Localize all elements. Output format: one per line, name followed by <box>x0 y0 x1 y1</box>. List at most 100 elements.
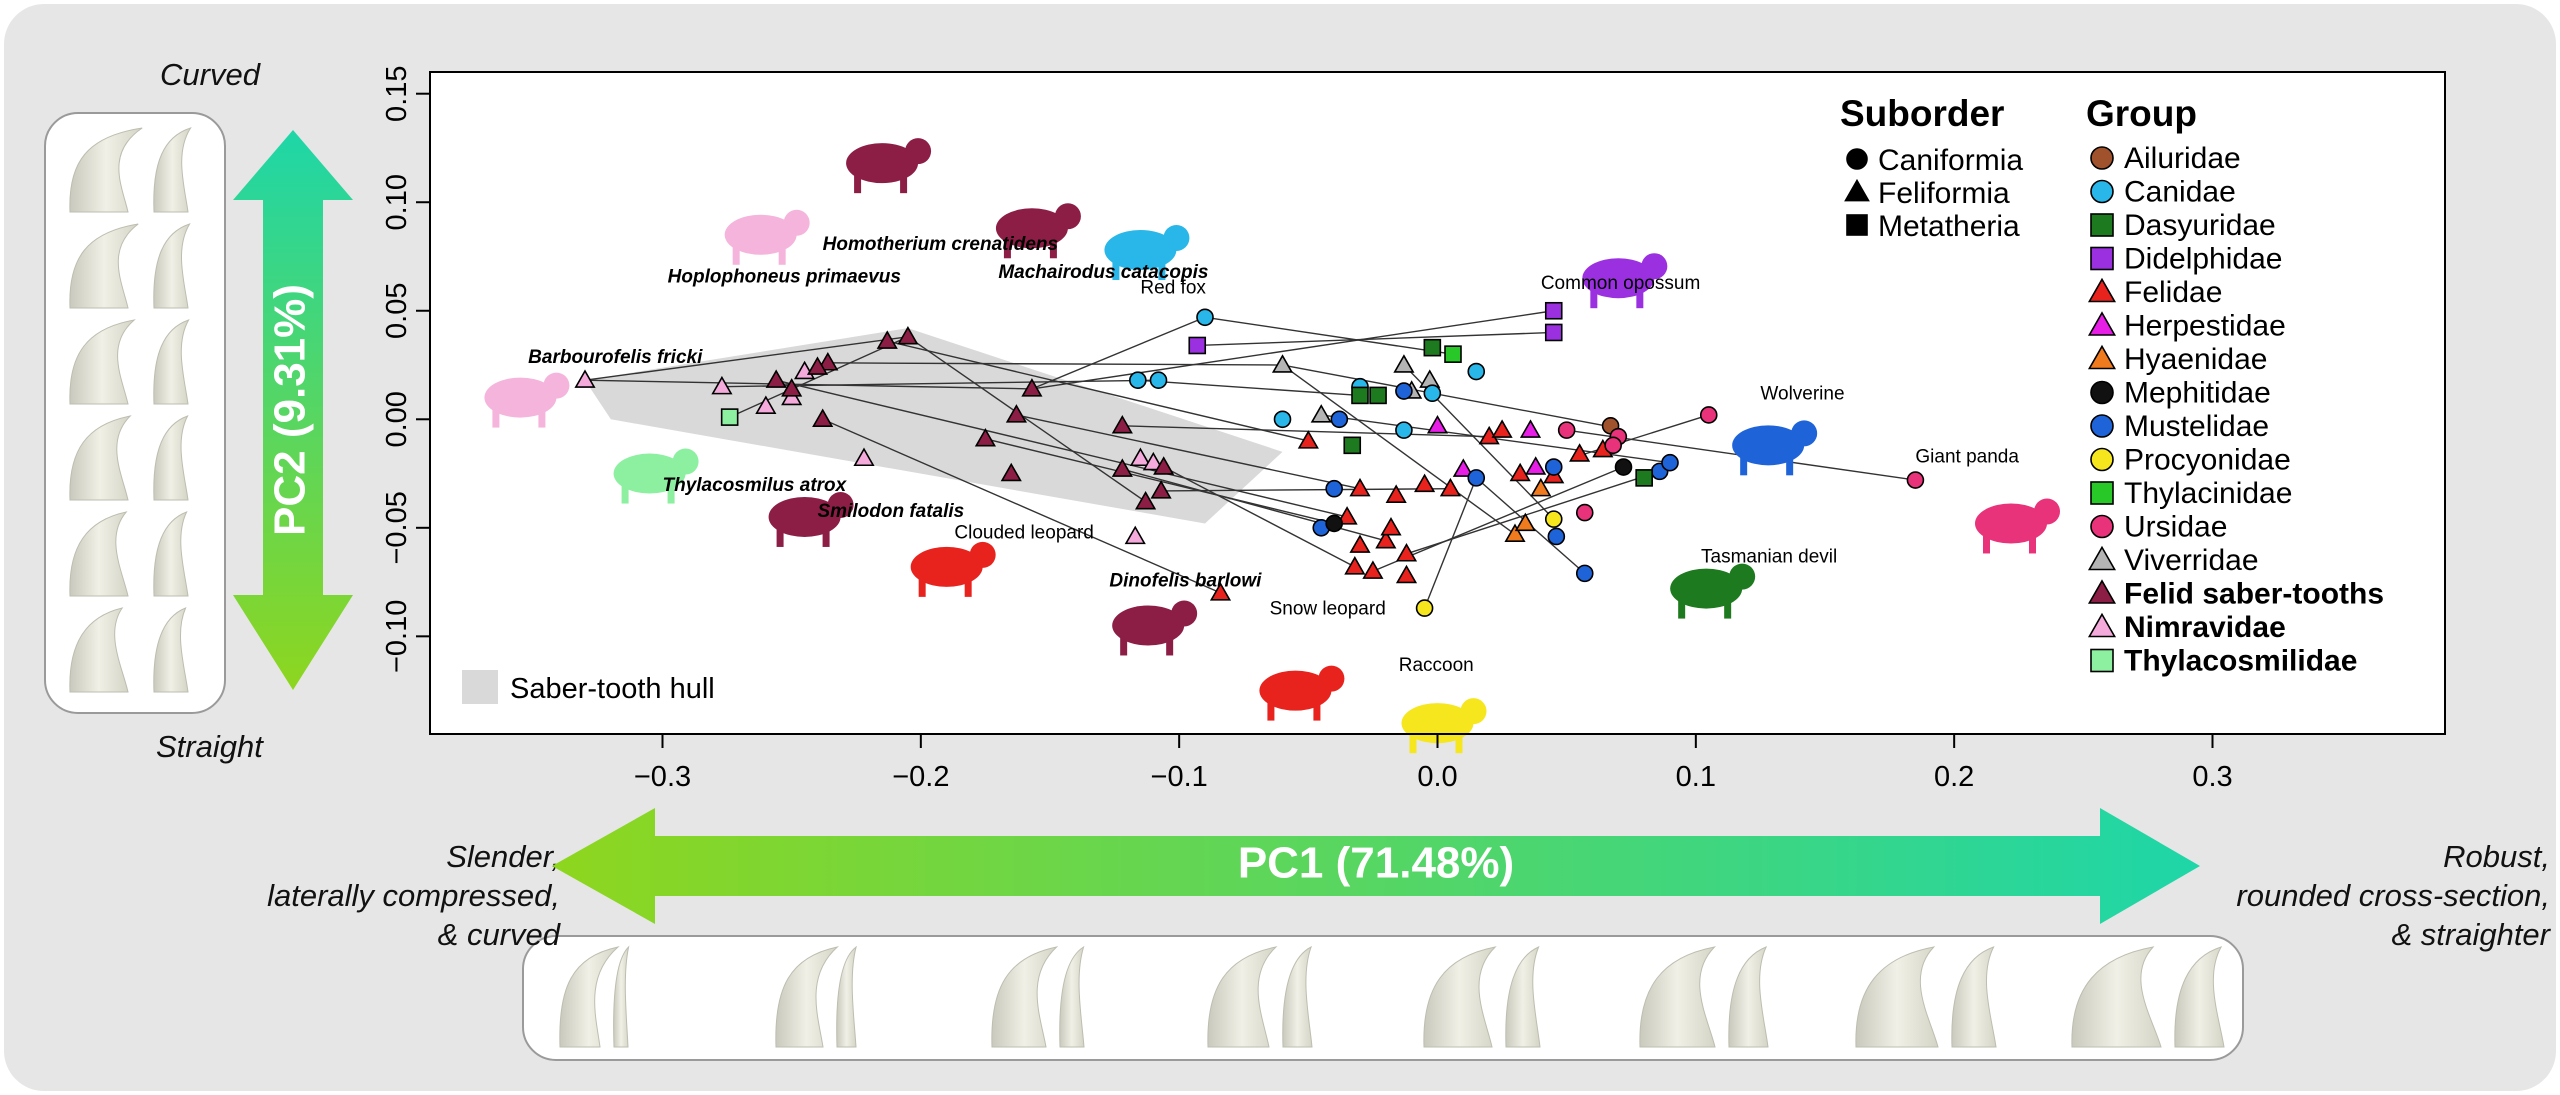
data-point <box>1544 458 1563 476</box>
y-tick-label: 0.05 <box>381 283 413 339</box>
point-annotation: Dinofelis barlowi <box>1109 570 1262 591</box>
group-legend-marker <box>2090 447 2114 472</box>
data-point <box>1414 473 1436 493</box>
tooth-shape <box>153 319 190 405</box>
group-legend-marker <box>2087 545 2117 571</box>
group-legend-label: Felid saber-tooths <box>2124 578 2384 611</box>
data-point <box>1423 384 1442 403</box>
group-legend-marker <box>2090 146 2114 170</box>
group-legend-marker <box>2087 344 2117 370</box>
data-point <box>1395 564 1418 584</box>
tree-branch <box>887 340 1309 442</box>
tree-branch <box>1282 364 1606 427</box>
group-legend-label: Nimravidae <box>2124 611 2286 644</box>
animal-silhouette-icon <box>484 372 570 428</box>
pc2-tooth-shapes <box>69 127 192 693</box>
data-point <box>1021 378 1043 397</box>
tree-branch <box>1122 468 1387 542</box>
tree-branch <box>1031 316 1206 390</box>
tree-branch <box>907 336 1146 503</box>
data-point <box>755 395 777 414</box>
tooth-shape <box>153 127 192 213</box>
data-point <box>781 378 803 397</box>
data-point <box>1188 336 1207 355</box>
data-point <box>1395 543 1418 562</box>
tree-branch <box>1137 379 1361 397</box>
tooth-shape <box>69 415 132 501</box>
data-point <box>1604 436 1622 455</box>
point-annotation: Common opossum <box>1541 273 1700 294</box>
group-legend-marker <box>2090 481 2114 505</box>
data-point <box>1380 516 1402 536</box>
data-point <box>1135 490 1157 510</box>
tooth-shape <box>613 945 630 1048</box>
y-tick-label: 0.10 <box>381 174 413 230</box>
y-tick-label: −0.10 <box>381 600 413 673</box>
x-tick-label: 0.1 <box>1676 761 1716 793</box>
suborder-legend-label: Caniformia <box>1878 144 2023 177</box>
group-legend-marker <box>2090 648 2114 673</box>
data-point <box>1149 371 1168 390</box>
tooth-shape <box>1951 946 1997 1048</box>
data-point <box>1439 477 1461 497</box>
tooth-shape <box>69 127 143 213</box>
group-legend-label: Herpestidae <box>2124 310 2286 343</box>
tooth-shape <box>1855 946 1939 1048</box>
group-legend-marker <box>2090 380 2114 405</box>
x-high-label: Robust, rounded cross-section, & straigh… <box>2236 839 2550 952</box>
data-point <box>1426 414 1449 434</box>
group-legend-label: Canidae <box>2124 176 2236 209</box>
tooth-shape <box>153 607 189 693</box>
data-point <box>1530 477 1552 497</box>
data-point <box>1575 503 1594 522</box>
data-point <box>720 408 739 426</box>
point-annotation: Giant panda <box>1915 447 2019 468</box>
group-legend-label: Mephitidae <box>2124 377 2271 410</box>
hull-legend-label: Saber-tooth hull <box>510 673 715 705</box>
tooth-shape <box>1207 946 1278 1048</box>
data-point <box>1343 436 1362 455</box>
data-point <box>1150 480 1172 499</box>
data-point <box>817 352 839 371</box>
x-low-label: Slender, laterally compressed, & curved <box>267 839 560 952</box>
point-annotation: Tasmanian devil <box>1701 547 1837 568</box>
group-legend-title: Group <box>2086 93 2197 134</box>
suborder-legend-marker <box>1844 178 1870 202</box>
tree-branch <box>729 336 909 418</box>
group-legend-label: Didelphidae <box>2124 243 2282 276</box>
tooth-shape <box>1639 946 1716 1048</box>
tooth-shape <box>1505 946 1541 1048</box>
annotations: Barbourofelis fricki Hoplophoneus primaev… <box>528 234 2019 676</box>
x-axis-title: PC1 (71.48%) <box>1238 839 1514 888</box>
data-point <box>1349 477 1371 497</box>
data-point <box>1111 414 1133 434</box>
tree-branch <box>1372 466 1624 572</box>
animal-silhouette-icon <box>1670 563 1756 619</box>
data-point <box>574 369 596 388</box>
data-point <box>812 408 834 427</box>
tooth-shape <box>69 223 139 309</box>
tree-branch <box>584 379 1032 390</box>
point-annotation: Smilodon fatalis <box>818 501 965 522</box>
x-tick-label: 0.3 <box>2192 761 2232 793</box>
point-annotation: Red fox <box>1140 277 1206 298</box>
tooth-shape <box>559 946 620 1048</box>
y-axis: −0.10 −0.05 0.00 0.05 0.10 0.15 <box>381 65 431 673</box>
suborder-legend-label: Feliformia <box>1878 177 2010 210</box>
suborder-legend-marker <box>1846 214 1868 236</box>
animal-silhouette-icon <box>995 203 1081 259</box>
tree-branch <box>1016 414 1361 490</box>
group-legend-marker <box>2087 612 2117 638</box>
data-point <box>1544 510 1563 528</box>
point-annotation: Homotherium crenatidens <box>823 234 1058 255</box>
data-points <box>574 301 1925 617</box>
data-point <box>1661 453 1679 472</box>
data-point <box>1557 421 1576 439</box>
tooth-shape <box>1059 945 1085 1048</box>
group-legend-marker <box>2090 414 2114 438</box>
data-point <box>1111 458 1133 477</box>
data-point <box>1395 382 1413 400</box>
data-point <box>1000 462 1022 482</box>
